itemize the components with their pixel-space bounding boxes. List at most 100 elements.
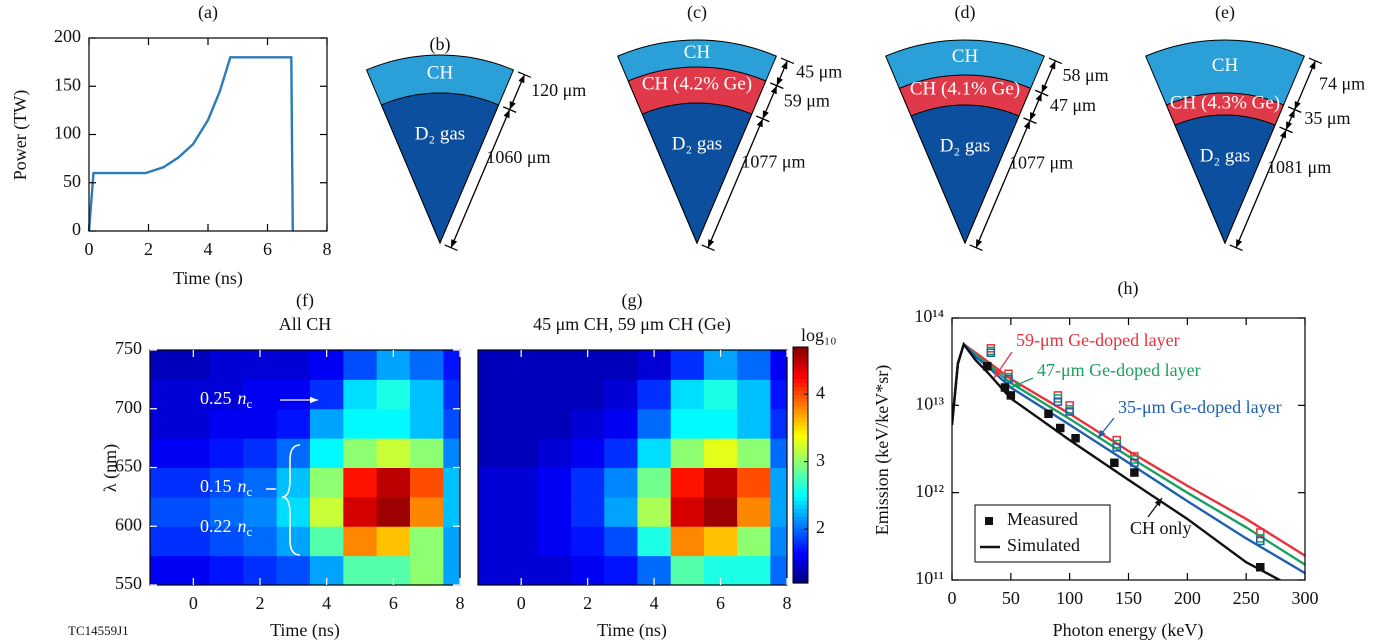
heatmap-cell [637, 496, 672, 527]
colorbar-step [793, 567, 808, 572]
heatmap-cell [276, 408, 311, 439]
heatmap-cell [243, 379, 278, 410]
arrow-head [1286, 121, 1293, 130]
data-point [986, 348, 996, 358]
heatmap-cell [737, 379, 771, 410]
colorbar-step [793, 575, 808, 580]
colorbar-step [793, 559, 808, 564]
wedge-layer [641, 102, 753, 245]
heatmap-cell [176, 379, 211, 410]
heatmap-cell [478, 350, 506, 380]
heatmap-cell [410, 350, 444, 380]
x-tick-label: 8 [323, 239, 332, 259]
annotation-number: 0.15 [200, 476, 232, 496]
arrow-head [994, 369, 1002, 378]
arrow-line [1235, 129, 1287, 248]
arrow-head [1098, 429, 1106, 438]
x-tick-label: 300 [1292, 588, 1319, 608]
x-tick-label: 6 [716, 593, 725, 613]
heatmap-cell [604, 408, 638, 439]
heatmap-cell [210, 408, 244, 439]
arrow-line [450, 109, 511, 248]
colorbar-step [793, 484, 808, 490]
heatmap-cell [150, 555, 178, 586]
panel-label: (e) [1215, 2, 1235, 23]
heatmap-cell [150, 496, 178, 527]
dimension-label: 58 μm [1063, 65, 1109, 85]
heatmap-cell [150, 438, 178, 468]
annotation-number: 0.25 [200, 388, 232, 408]
colorbar-step [793, 512, 808, 517]
x-tick-label: 4 [204, 239, 213, 259]
heatmap-cell [670, 555, 705, 586]
heatmap-cell [637, 467, 672, 498]
x-tick-label: 6 [389, 593, 398, 613]
colorbar-step [793, 354, 808, 360]
heatmap-cell [504, 496, 539, 527]
heatmap-cell [410, 408, 444, 439]
dimension-label: 1077 μm [741, 151, 805, 171]
x-tick-label: 50 [1002, 588, 1020, 608]
heatmap-cell [637, 438, 672, 468]
heatmap-cell [343, 379, 378, 410]
colorbar-step [793, 531, 808, 537]
colorbar-step [793, 402, 808, 407]
colorbar-step [793, 445, 808, 450]
heatmap-cell [670, 408, 705, 439]
y-tick-label: 150 [54, 74, 81, 94]
heatmap-cell [410, 555, 444, 586]
arrow-head [1154, 498, 1162, 507]
legend-label: Measured [1007, 509, 1078, 529]
arrow-line [975, 120, 1031, 248]
dimension-tick [1229, 244, 1243, 251]
panel-label: (d) [955, 2, 976, 23]
colorbar-step [793, 480, 808, 486]
data-point [1056, 423, 1065, 433]
y-tick-label: 10¹³ [915, 393, 944, 413]
y-tick-label: 100 [54, 123, 81, 143]
heatmap-cell [443, 496, 461, 527]
colorbar-step [793, 366, 808, 372]
heatmap-cell [504, 526, 539, 557]
data-point [1110, 458, 1119, 468]
heatmap-cell [310, 526, 344, 557]
arrow-head [1049, 60, 1056, 70]
x-tick-label: 2 [144, 239, 153, 259]
heatmap-cell [770, 379, 788, 410]
arrow-line [707, 118, 764, 248]
dimension-label: 1060 μm [486, 147, 550, 167]
heatmap-cell [243, 467, 278, 498]
data-point [1256, 528, 1265, 537]
annotation-symbol: n [238, 476, 247, 496]
data-point [1004, 374, 1013, 384]
arrow-head [1279, 129, 1287, 139]
annotation: 59-μm Ge-doped layer [1016, 330, 1180, 350]
heatmap-cell [276, 379, 311, 410]
heatmap-cell [703, 526, 738, 557]
heatmap-cell [703, 496, 738, 527]
colorbar-step [793, 524, 808, 529]
colorbar-step [793, 527, 808, 533]
colorbar-step [793, 398, 808, 403]
heatmap-cell [150, 408, 178, 439]
colorbar-step [793, 425, 808, 431]
x-axis-label: Time (ns) [270, 620, 340, 641]
panel-subtitle: 45 μm CH, 59 μm CH (Ge) [533, 314, 731, 335]
heatmap-cell [770, 526, 788, 557]
heatmap-cell [443, 408, 461, 439]
heatmap-cell [537, 350, 572, 380]
x-axis-label: Photon energy (keV) [1053, 620, 1204, 641]
heatmap-cell [243, 496, 278, 527]
annotation: 0.15 nc [200, 476, 253, 499]
heatmap-cell [478, 408, 506, 439]
heatmap-cell [504, 379, 539, 410]
heatmap-cell [504, 408, 539, 439]
heatmap-cell [770, 467, 788, 498]
heatmap-cell [243, 438, 278, 468]
arrow-head [1012, 380, 1021, 387]
heatmap-cell [737, 526, 771, 557]
panel-label: (g) [622, 290, 643, 311]
layer-label: CH [952, 46, 979, 67]
heatmap-cell [410, 467, 444, 498]
heatmap-cell [376, 408, 411, 439]
